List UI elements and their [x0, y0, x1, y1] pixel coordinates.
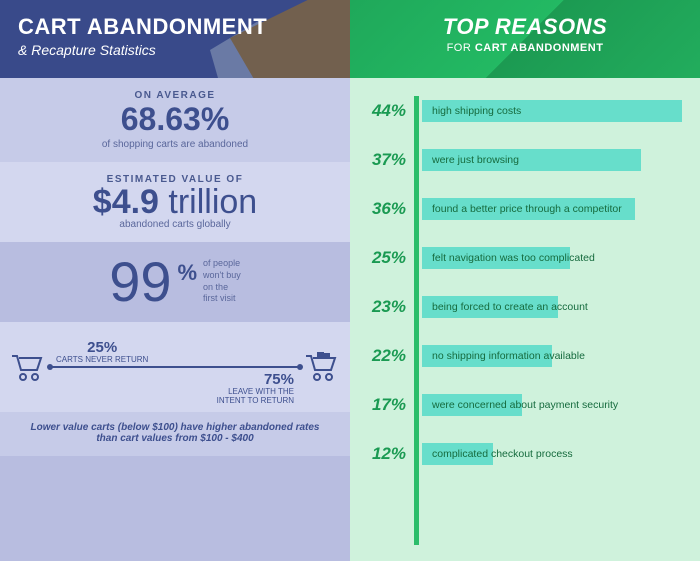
reason-row: 44% high shipping costs [364, 94, 686, 128]
left-header: CART ABANDONMENT & Recapture Statistics [0, 0, 350, 78]
reason-bar-wrap: felt navigation was too complicated [422, 247, 686, 269]
reason-bar-wrap: no shipping information available [422, 345, 686, 367]
infographic: CART ABANDONMENT & Recapture Statistics … [0, 0, 700, 561]
left-subtitle: & Recapture Statistics [18, 42, 332, 58]
stat-99: 99 % of people won't buy on the first vi… [0, 242, 350, 322]
stat1-caption-top: ON AVERAGE [10, 90, 340, 101]
cart-txt-return1: LEAVE WITH THE [228, 387, 294, 396]
reason-pct: 23% [364, 297, 412, 317]
reason-bar-wrap: high shipping costs [422, 100, 686, 122]
stat3-t2: won't buy [203, 270, 241, 280]
right-header: TOP REASONS FOR CART ABANDONMENT [350, 0, 700, 78]
reason-label: were just browsing [432, 149, 519, 171]
cart-txt-never: CARTS NEVER RETURN [56, 355, 148, 364]
reason-pct: 12% [364, 444, 412, 464]
reason-pct: 37% [364, 150, 412, 170]
left-title: CART ABANDONMENT [18, 14, 332, 40]
reason-pct: 17% [364, 395, 412, 415]
stat3-t1: of people [203, 258, 240, 268]
left-footnote: Lower value carts (below $100) have high… [0, 412, 350, 456]
reason-bar-wrap: complicated checkout process [422, 443, 686, 465]
stat3-t4: first visit [203, 293, 236, 303]
reason-row: 25% felt navigation was too complicated [364, 241, 686, 275]
reason-row: 37% were just browsing [364, 143, 686, 177]
cart-empty-icon [10, 350, 46, 386]
reason-row: 12% complicated checkout process [364, 437, 686, 471]
reason-bar-wrap: were concerned about payment security [422, 394, 686, 416]
right-subtitle: FOR CART ABANDONMENT [360, 42, 690, 54]
reason-row: 36% found a better price through a compet… [364, 192, 686, 226]
cart-txt-return2: INTENT TO RETURN [217, 396, 294, 405]
cart-pct-never: 25% [56, 340, 148, 355]
right-title: TOP REASONS [360, 14, 690, 40]
reason-row: 22% no shipping information available [364, 339, 686, 373]
stat3-num: 99 [109, 254, 171, 310]
reason-pct: 44% [364, 101, 412, 121]
reason-label: were concerned about payment security [432, 394, 618, 416]
reason-pct: 36% [364, 199, 412, 219]
cart-label-never: 25% CARTS NEVER RETURN [56, 340, 148, 364]
right-panel: TOP REASONS FOR CART ABANDONMENT 44% high… [350, 0, 700, 561]
right-sub-em: CART ABANDONMENT [475, 42, 604, 54]
stat1-big: 68.63% [10, 103, 340, 137]
stat3-t3: on the [203, 282, 228, 292]
stat2-caption-bottom: abandoned carts globally [10, 219, 340, 230]
reason-pct: 25% [364, 248, 412, 268]
reason-label: no shipping information available [432, 345, 585, 367]
stat2-strong: $4.9 [93, 183, 159, 221]
stat1-caption-bottom: of shopping carts are abandoned [10, 139, 340, 150]
reason-row: 23% being forced to create an account [364, 290, 686, 324]
reason-row: 17% were concerned about payment security [364, 388, 686, 422]
stat-value: ESTIMATED VALUE OF $4.9 trillion abandon… [0, 162, 350, 242]
cart-full-icon [304, 350, 340, 386]
left-panel: CART ABANDONMENT & Recapture Statistics … [0, 0, 350, 561]
reason-label: complicated checkout process [432, 443, 573, 465]
stat3-txt: of people won't buy on the first visit [203, 258, 241, 305]
right-sub-pre: FOR [447, 42, 475, 54]
stat2-big: $4.9 trillion [10, 185, 340, 219]
reason-label: found a better price through a competito… [432, 198, 622, 220]
stat-average: ON AVERAGE 68.63% of shopping carts are … [0, 78, 350, 162]
reason-label: felt navigation was too complicated [432, 247, 595, 269]
reason-bar-wrap: being forced to create an account [422, 296, 686, 318]
stat3-pct: % [177, 260, 197, 286]
stat2-light: trillion [159, 183, 257, 221]
cart-line [50, 366, 300, 368]
reason-pct: 22% [364, 346, 412, 366]
cart-pct-return: 75% [217, 372, 294, 387]
stat-carts: 25% CARTS NEVER RETURN 75% LEAVE WITH TH… [0, 322, 350, 412]
reasons-chart: 44% high shipping costs 37% were just brows… [350, 78, 700, 561]
reason-label: high shipping costs [432, 100, 521, 122]
reason-label: being forced to create an account [432, 296, 588, 318]
reason-bar-wrap: found a better price through a competito… [422, 198, 686, 220]
cart-label-return: 75% LEAVE WITH THE INTENT TO RETURN [217, 372, 294, 405]
reason-bar-wrap: were just browsing [422, 149, 686, 171]
